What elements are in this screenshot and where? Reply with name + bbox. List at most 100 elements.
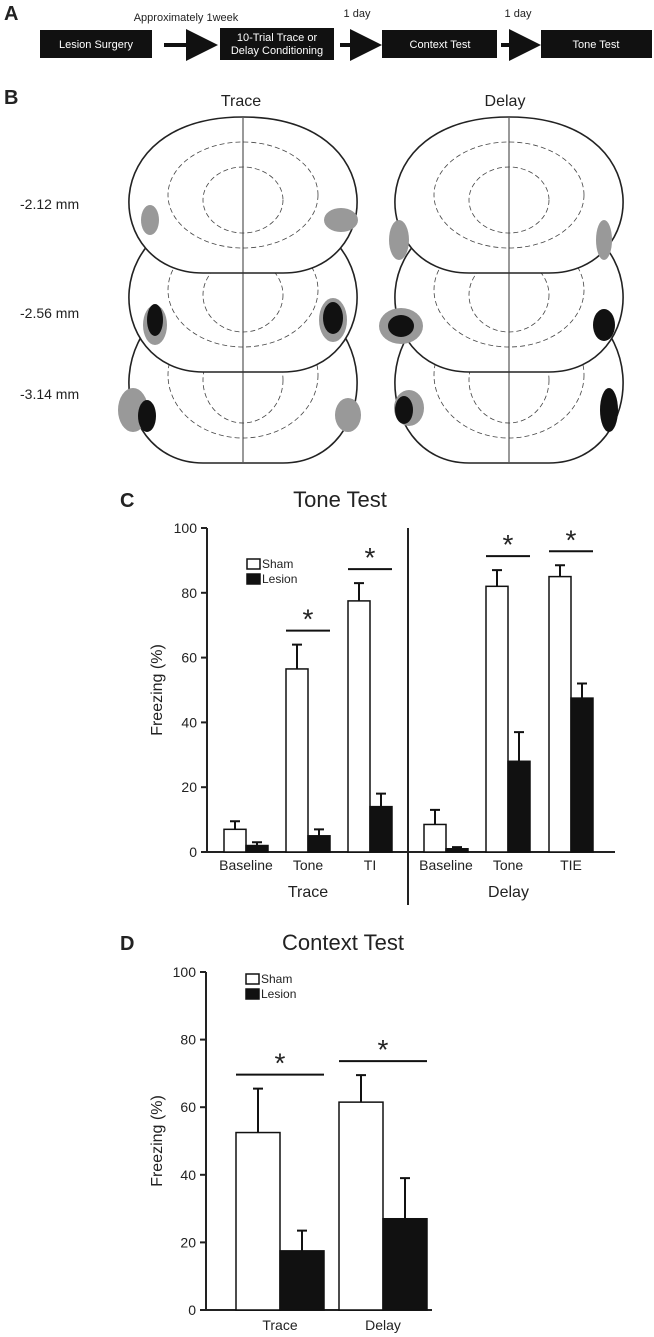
y-axis-label: Freezing (%) (149, 1095, 166, 1187)
bar (245, 844, 269, 853)
error-bar (430, 808, 440, 825)
step: Tone Test (573, 39, 620, 51)
y-tick-label: 100 (174, 520, 198, 536)
legend-swatch (245, 988, 260, 1000)
bar (347, 600, 371, 853)
brain-inner (433, 141, 585, 249)
group-label: Trace (288, 884, 328, 901)
level-label: -2.56 mm (20, 305, 79, 321)
lesion (593, 309, 615, 341)
level-label: -2.12 mm (20, 196, 79, 212)
lesion (323, 302, 343, 334)
bar (338, 1101, 384, 1311)
error-bar (356, 1074, 366, 1103)
x-tick-label: TIE (560, 857, 582, 873)
bar (307, 835, 331, 853)
panel-letter: D (120, 933, 134, 955)
significance: * (378, 1034, 389, 1065)
lesion (138, 400, 156, 432)
panel-letter: A (4, 3, 18, 25)
bar (445, 848, 469, 853)
lesion (335, 398, 361, 432)
y-tick-label: 60 (180, 1099, 196, 1115)
brain-inner (433, 232, 585, 348)
chart-title: Context Test (282, 930, 404, 955)
bar (235, 1131, 281, 1311)
lesion (324, 208, 358, 232)
bar (223, 828, 247, 853)
charts: C Tone Test Freezing (%) 0 20 40 60 80 100 Baseli… (120, 487, 615, 1333)
column-title: Trace (221, 93, 261, 110)
x-tick-label: Baseline (219, 857, 273, 873)
step-box (220, 28, 334, 60)
y-tick-label: 20 (181, 779, 197, 795)
interval: 1 day (505, 8, 532, 20)
bar (570, 697, 594, 853)
significance: * (275, 1048, 286, 1079)
significance: * (365, 542, 376, 573)
legend-swatch (246, 558, 261, 570)
error-bar (514, 731, 524, 762)
x-tick-label: Tone (293, 857, 324, 873)
bar (423, 823, 447, 853)
legend-label: Sham (261, 972, 292, 986)
legend-label: Sham (262, 557, 293, 571)
error-bar (230, 820, 240, 830)
step-box (541, 30, 652, 58)
brain-inner (167, 141, 319, 249)
brain-inner (167, 232, 319, 348)
y-tick-label: 40 (180, 1167, 196, 1183)
group-label: Delay (488, 884, 529, 901)
bar (548, 575, 572, 853)
x-tick-label: Trace (262, 1317, 297, 1333)
y-tick-label: 0 (188, 1302, 196, 1318)
panel-letter: B (4, 87, 18, 109)
error-bar (400, 1177, 410, 1219)
y-tick-label: 0 (189, 844, 197, 860)
step: Lesion Surgery (59, 39, 133, 51)
lesion (596, 220, 612, 260)
legend-swatch (245, 973, 260, 985)
significance: * (503, 529, 514, 560)
y-tick-label: 80 (181, 585, 197, 601)
x-tick-label: Delay (365, 1317, 401, 1333)
y-tick-label: 60 (181, 650, 197, 666)
y-tick-label: 20 (180, 1234, 196, 1250)
y-tick-label: 40 (181, 714, 197, 730)
error-bar (376, 792, 386, 807)
bar (382, 1217, 428, 1311)
y-tick-label: 80 (180, 1032, 196, 1048)
error-bar (252, 841, 262, 846)
error-bar (492, 569, 502, 587)
flow: Lesion Surgery 10-Trial Trace or Delay Co… (40, 28, 652, 60)
lesion (147, 304, 163, 336)
error-bar (253, 1087, 263, 1133)
brain-sections (118, 116, 624, 464)
step-box (40, 30, 152, 58)
error-bar (354, 582, 364, 601)
y-axis-label: Freezing (%) (149, 644, 166, 736)
error-bar (555, 564, 565, 577)
column-title: Delay (485, 93, 526, 110)
panel-letter: C (120, 490, 134, 512)
error-bar (314, 828, 324, 836)
significance: * (303, 604, 314, 635)
x-tick-label: Tone (493, 857, 524, 873)
bar (369, 805, 393, 853)
interval: 1 day (344, 8, 371, 20)
legend-swatch (246, 573, 261, 585)
step: 10-Trial Trace or Delay Conditioning (231, 32, 323, 57)
y-tick-label: 100 (173, 964, 197, 980)
x-tick-label: Baseline (419, 857, 473, 873)
significance: * (566, 524, 577, 555)
bar (279, 1250, 325, 1311)
lesion (389, 220, 409, 260)
legend-label: Lesion (262, 572, 297, 586)
step: Context Test (410, 39, 471, 51)
bar (285, 668, 309, 853)
bar (507, 760, 531, 853)
legend-label: Lesion (261, 987, 296, 1001)
error-bar (577, 682, 587, 699)
chart-title: Tone Test (293, 487, 387, 512)
